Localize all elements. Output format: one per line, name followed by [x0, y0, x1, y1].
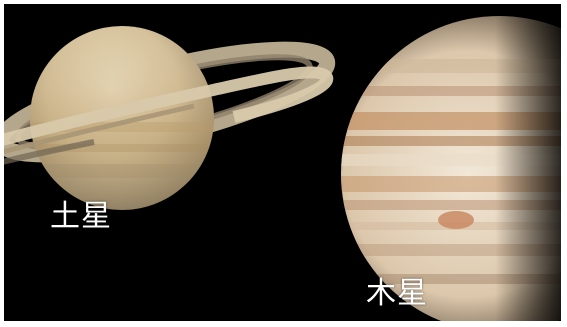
saturn-ring-front [4, 66, 334, 165]
jupiter-planet [341, 16, 561, 321]
planet-photo: 土星 木星 [4, 4, 561, 321]
saturn-label: 土星 [50, 199, 112, 234]
saturn-planet [30, 26, 214, 210]
planets-illustration [4, 16, 561, 321]
jupiter-label: 木星 [366, 276, 428, 311]
